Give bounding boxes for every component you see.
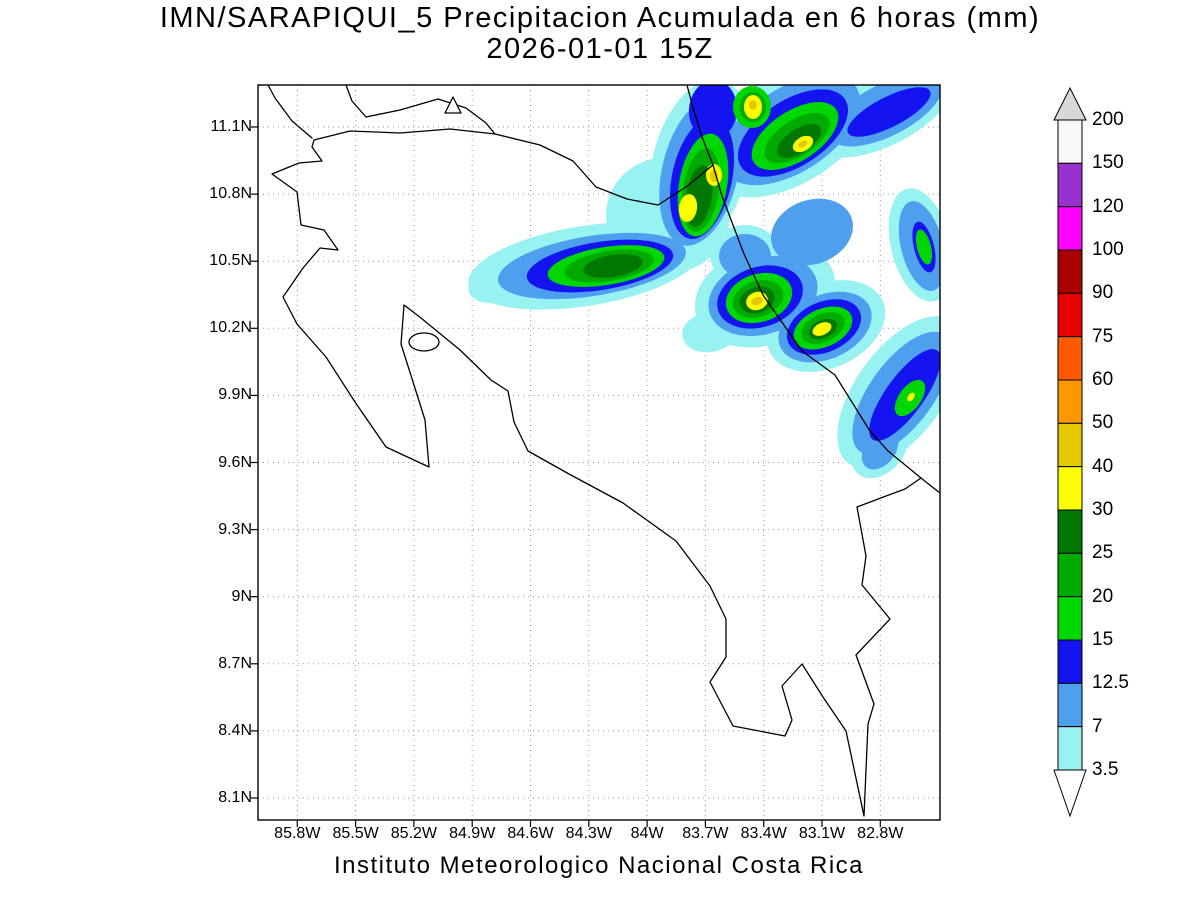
colorbar-segment-lvl3_5 [1057, 726, 1083, 771]
colorbar-segment-lvl7 [1057, 682, 1083, 728]
precip-region-lvl40 [751, 296, 763, 306]
y-tick-label: 8.1N [218, 789, 252, 806]
precip-region-lvl7 [771, 198, 853, 266]
x-tick-label: 83.1W [798, 825, 846, 842]
x-tick-label: 85.5W [332, 825, 379, 842]
precip-region-lvl30 [907, 392, 915, 402]
chart-subtitle: 2026-01-01 15Z [486, 33, 714, 65]
y-tick-label: 8.4N [218, 721, 252, 739]
nicaragua-pacific-coast [267, 85, 313, 139]
colorbar-top-arrow [1053, 86, 1087, 121]
colorbar-tick-label: 200 [1092, 109, 1124, 130]
colorbar [1053, 86, 1087, 818]
x-tick-label: 83.7W [682, 825, 729, 842]
precip-region-lvl25 [583, 254, 643, 278]
colorbar-segment-lvl120 [1057, 162, 1083, 208]
x-tick-label: 85.8W [274, 825, 321, 842]
colorbar-segment-lvl90 [1057, 249, 1083, 294]
colorbar-tick-label: 15 [1092, 629, 1114, 650]
grid-lines [258, 85, 940, 820]
colorbar-tick-label: 7 [1092, 715, 1103, 737]
colorbar-segment-lvl40 [1057, 422, 1083, 468]
precip-region-lvl40 [710, 170, 718, 182]
x-tick-label: 84W [630, 825, 664, 842]
colorbar-segment-lvl30 [1057, 466, 1083, 511]
colorbar-tick-label: 150 [1092, 152, 1124, 174]
colorbar-tick-label: 40 [1092, 455, 1114, 477]
colorbar-tick-label: 3.5 [1092, 759, 1119, 780]
precipitation-shading [468, 85, 940, 479]
colorbar-tick-label: 120 [1092, 195, 1124, 217]
precip-region-lvl12_5 [847, 87, 931, 137]
chart-title: IMN/SARAPIQUI_5 Precipitacion Acumulada … [159, 2, 1041, 34]
costa-rica-outline [271, 128, 922, 817]
colorbar-tick-label: 75 [1092, 325, 1114, 347]
axis-ticks [251, 126, 881, 827]
colorbar-segment-lvl25 [1057, 509, 1083, 554]
x-tick-label: 85.2W [390, 825, 438, 842]
lake-island [444, 96, 462, 114]
colorbar-segment-lvl20 [1057, 552, 1083, 598]
colorbar-tick-label: 50 [1092, 412, 1114, 434]
panama-caribbean-coast [920, 477, 940, 494]
x-tick-label: 84.3W [565, 825, 612, 842]
colorbar-segment-lvl15 [1057, 596, 1083, 641]
precip-region-lvl12_5 [688, 85, 738, 140]
colorbar-tick-label: 60 [1092, 369, 1114, 390]
colorbar-segment-lvl60 [1057, 336, 1083, 381]
precip-region-lvl30 [812, 322, 832, 336]
y-tick-label: 11.1N [210, 118, 252, 135]
colorbar-segments [1057, 119, 1083, 771]
y-tick-label: 8.7N [218, 654, 252, 672]
colorbar-segment-lvl12_5 [1057, 639, 1083, 684]
footer-caption: Instituto Meteorologico Nacional Costa R… [333, 852, 865, 879]
colorbar-segment-lvl150 [1057, 119, 1083, 164]
y-tick-label: 10.5N [209, 252, 252, 270]
y-tick-label: 10.8N [209, 185, 252, 203]
y-tick-label: 9N [231, 587, 252, 605]
y-tick-label: 10.2N [209, 319, 252, 337]
colorbar-segment-lvl100 [1057, 206, 1083, 251]
precip-region-lvl40 [749, 100, 757, 110]
y-tick-label: 9.3N [218, 520, 252, 538]
colorbar-tick-label: 12.5 [1092, 672, 1129, 694]
colorbar-tick-label: 25 [1092, 542, 1114, 564]
colorbar-bottom-arrow [1053, 769, 1087, 818]
lake-nicaragua-shore [345, 85, 496, 135]
precip-region-lvl30 [678, 194, 698, 222]
coastlines [267, 85, 940, 817]
y-tick-label: 9.6N [218, 453, 252, 471]
colorbar-segment-lvl75 [1057, 292, 1083, 338]
colorbar-tick-label: 90 [1092, 282, 1114, 304]
precip-region-lvl7 [861, 430, 899, 470]
isla-chira-outline [408, 332, 440, 352]
y-tick-label: 9.9N [218, 386, 252, 404]
x-tick-label: 83.4W [740, 825, 787, 842]
colorbar-tick-label: 100 [1092, 239, 1124, 260]
precip-region-lvl15 [915, 229, 933, 265]
x-tick-label: 84.6W [507, 825, 554, 842]
plot-frame [257, 84, 941, 821]
colorbar-tick-label: 30 [1092, 499, 1114, 520]
x-tick-label: 84.9W [449, 825, 496, 842]
precip-region-lvl40 [798, 140, 808, 148]
x-tick-label: 82.8W [857, 825, 904, 842]
nicaragua-caribbean-coast [686, 85, 714, 166]
colorbar-tick-label: 20 [1092, 585, 1114, 607]
colorbar-segment-lvl50 [1057, 379, 1083, 424]
